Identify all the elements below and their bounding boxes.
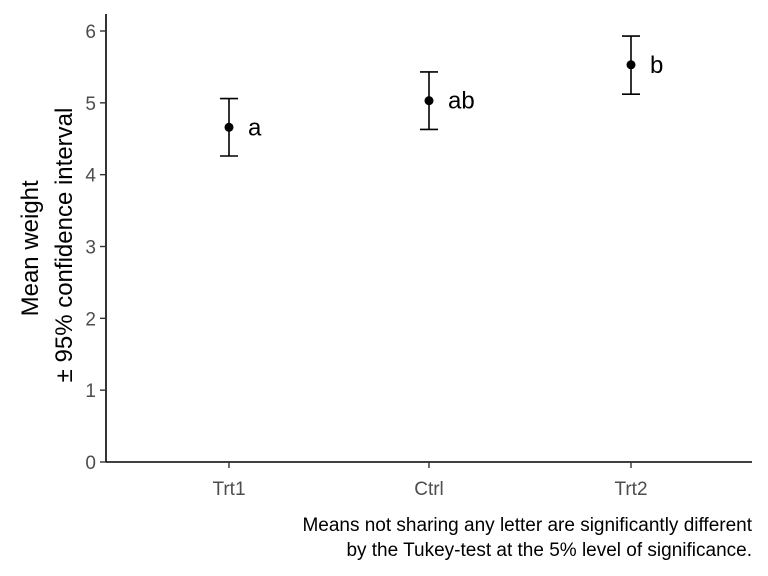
mean-point-trt1 <box>224 122 234 132</box>
x-tick-label-ctrl: Ctrl <box>414 479 444 500</box>
group-letter-trt2: b <box>650 52 663 79</box>
y-tick-label-2: 2 <box>85 309 96 330</box>
x-tick-label-trt2: Trt2 <box>614 479 647 500</box>
y-axis-title: Mean weight ± 95% confidence interval <box>17 108 78 383</box>
x-tick-label-trt1: Trt1 <box>212 479 245 500</box>
mean-point-trt2 <box>626 60 636 70</box>
plot-area: 0 1 2 3 4 5 6 Trt1 Ctrl Trt2 a ab b <box>85 14 752 500</box>
y-tick-label-0: 0 <box>85 453 96 474</box>
y-axis-title-line-2: ± 95% confidence interval <box>51 108 78 383</box>
group-letter-trt1: a <box>248 114 262 141</box>
caption-line-1: Means not sharing any letter are signifi… <box>302 515 752 536</box>
group-letter-ctrl: ab <box>448 88 475 115</box>
y-tick-label-6: 6 <box>85 22 96 43</box>
mean-point-ctrl <box>424 96 434 106</box>
y-tick-label-5: 5 <box>85 94 96 115</box>
y-axis-title-line-1: Mean weight <box>17 180 44 316</box>
y-tick-label-3: 3 <box>85 238 96 259</box>
y-tick-label-1: 1 <box>85 381 96 402</box>
y-tick-label-4: 4 <box>85 166 96 187</box>
caption-line-2: by the Tukey-test at the 5% level of sig… <box>346 540 752 561</box>
